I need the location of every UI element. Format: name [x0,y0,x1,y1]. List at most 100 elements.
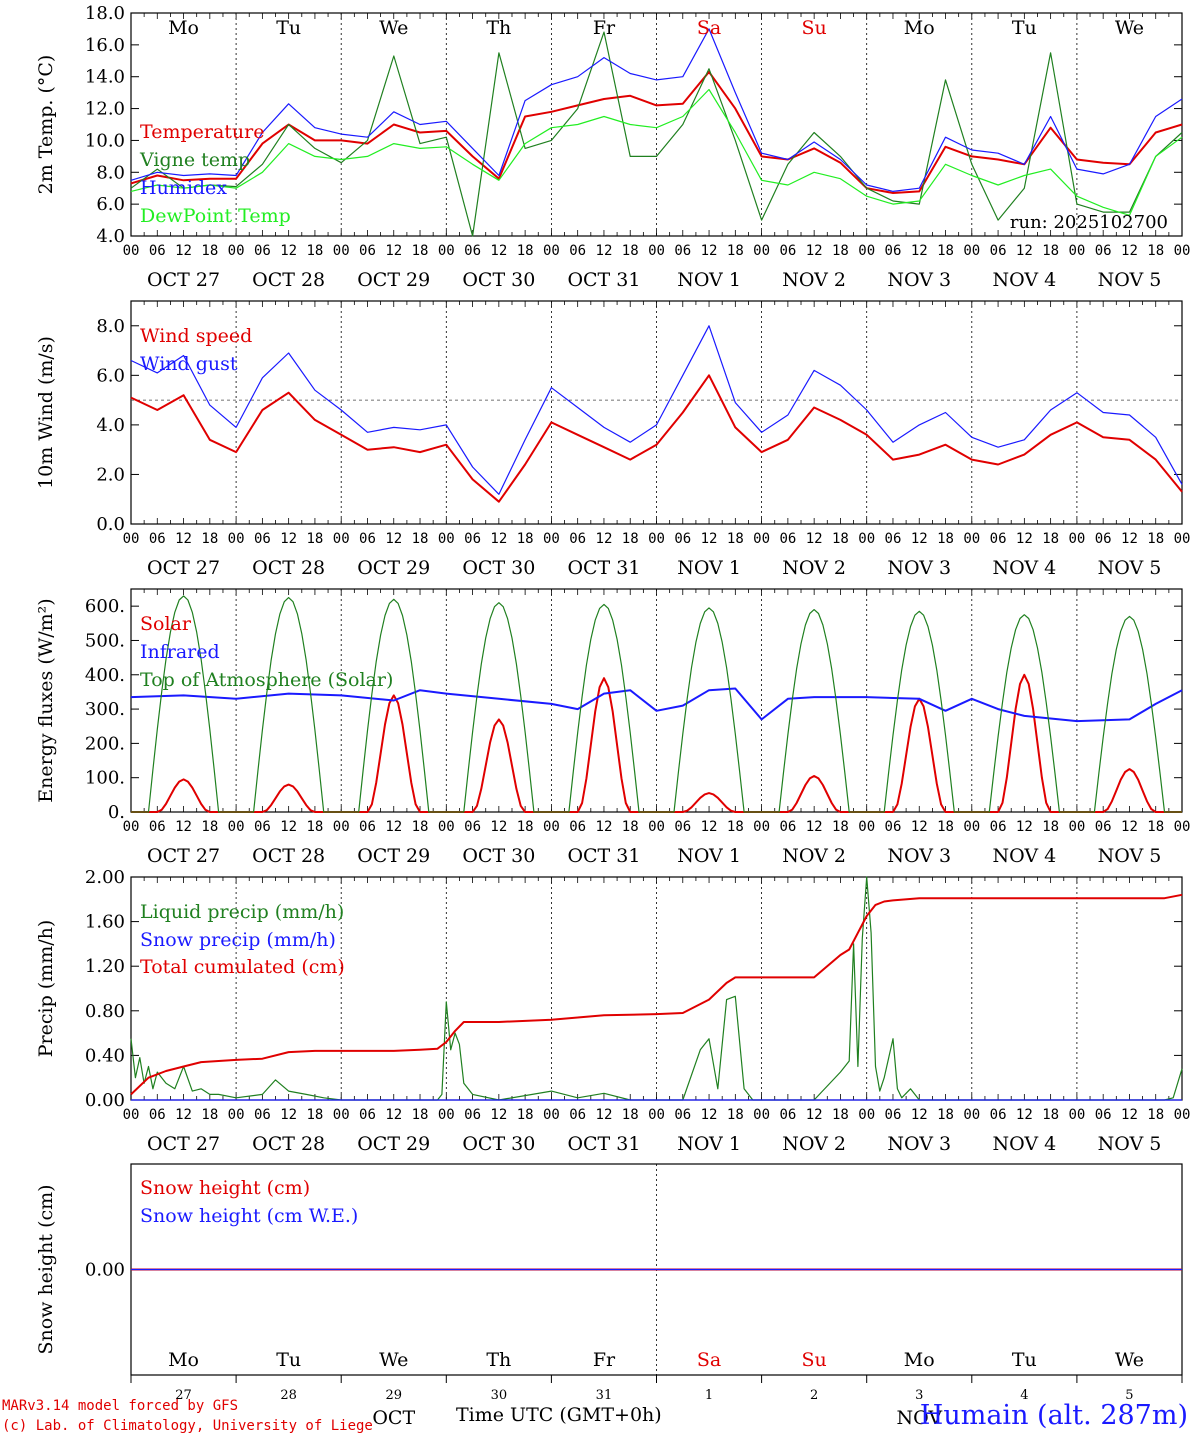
hour-tick-label: 18 [1042,243,1059,259]
date-label: NOV 4 [992,557,1056,579]
date-label: OCT 27 [147,269,220,291]
hour-tick-label: 12 [911,819,928,835]
hour-tick-label: 12 [596,531,613,547]
hour-tick-label: 06 [569,243,586,259]
day-number-label: 5 [1125,1388,1133,1403]
date-label: NOV 2 [782,845,846,867]
date-label: OCT 28 [252,1133,325,1155]
date-label: OCT 30 [462,1133,535,1155]
hour-tick-label: 18 [622,1107,639,1123]
weekday-label: Tu [1012,1349,1037,1371]
hour-tick-label: 06 [885,1107,902,1123]
y-axis-label: Precip (mm/h) [35,920,57,1058]
hour-tick-label: 00 [438,1107,455,1123]
y-tick-label: 500. [85,630,125,651]
hour-tick-label: 18 [937,819,954,835]
date-label: OCT 30 [462,557,535,579]
station-title: Humain (alt. 287m) [919,1400,1188,1431]
hour-tick-label: 06 [149,243,166,259]
hour-tick-label: 12 [490,819,507,835]
hour-tick-label: 12 [806,243,823,259]
hour-tick-label: 00 [1174,243,1191,259]
y-tick-label: 2.0 [96,464,125,485]
hour-tick-label: 00 [1068,243,1085,259]
hour-tick-label: 12 [596,819,613,835]
weekday-label: Tu [276,17,301,39]
hour-tick-label: 00 [753,819,770,835]
weekday-label: Mo [168,1349,199,1371]
hour-tick-label: 00 [1174,819,1191,835]
hour-tick-label: 18 [937,531,954,547]
hour-tick-label: 00 [1068,531,1085,547]
hour-tick-label: 18 [201,531,218,547]
y-tick-label: 400. [85,665,125,686]
hour-tick-label: 00 [123,1107,140,1123]
y-axis-label: 2m Temp. (°C) [35,55,57,195]
hour-tick-label: 18 [727,531,744,547]
day-number-label: 2 [810,1388,818,1403]
hour-tick-label: 00 [228,531,245,547]
hour-tick-label: 00 [228,1107,245,1123]
hour-tick-label: 12 [701,1107,718,1123]
hour-tick-label: 12 [385,243,402,259]
credit-lab: (c) Lab. of Climatology, University of L… [2,1418,373,1434]
y-tick-label: 0.00 [85,1260,125,1281]
hour-tick-label: 06 [674,1107,691,1123]
hour-tick-label: 06 [1095,243,1112,259]
hour-tick-label: 12 [701,531,718,547]
date-label: NOV 4 [992,269,1056,291]
hour-tick-label: 00 [228,819,245,835]
hour-tick-label: 18 [622,819,639,835]
weekday-label: Fr [593,1349,616,1371]
date-label: NOV 1 [677,269,741,291]
hour-tick-label: 18 [412,819,429,835]
weekday-label: Sa [697,17,721,39]
day-number-label: 29 [385,1388,402,1403]
hour-tick-label: 00 [438,243,455,259]
hour-tick-label: 00 [963,1107,980,1123]
hour-tick-label: 06 [1095,819,1112,835]
hour-tick-label: 12 [490,1107,507,1123]
hour-tick-label: 06 [149,819,166,835]
hour-tick-label: 00 [543,1107,560,1123]
hour-tick-label: 18 [1042,819,1059,835]
hour-tick-label: 18 [306,1107,323,1123]
y-tick-label: 100. [85,768,125,789]
y-tick-label: 1.20 [85,956,125,977]
y-tick-label: 4.0 [96,415,125,436]
hour-tick-label: 00 [543,531,560,547]
hour-tick-label: 06 [1095,531,1112,547]
hour-tick-label: 06 [990,819,1007,835]
weekday-label: Sa [697,1349,721,1371]
hour-tick-label: 18 [306,531,323,547]
hour-tick-label: 18 [1147,531,1164,547]
legend-wind-gust: Wind gust [140,353,238,375]
y-tick-label: 200. [85,733,125,754]
legend-solar: Solar [140,613,192,635]
y-tick-label: 8.0 [96,316,125,337]
hour-tick-label: 00 [858,819,875,835]
hour-tick-label: 18 [622,531,639,547]
hour-tick-label: 06 [464,819,481,835]
hour-tick-label: 06 [1095,1107,1112,1123]
legend-snow-height-cm-: Snow height (cm) [140,1177,310,1199]
hour-tick-label: 12 [911,243,928,259]
date-label: OCT 28 [252,557,325,579]
hour-tick-label: 06 [885,531,902,547]
y-axis-label: Energy fluxes (W/m²) [35,598,57,802]
hour-tick-label: 12 [1016,1107,1033,1123]
legend-temperature: Temperature [140,121,264,143]
weekday-label: Th [486,1349,511,1371]
hour-tick-label: 12 [1121,819,1138,835]
hour-tick-label: 12 [175,531,192,547]
y-tick-label: 6.0 [96,365,125,386]
date-label: OCT 30 [462,845,535,867]
hour-tick-label: 12 [596,243,613,259]
date-label: NOV 5 [1098,269,1162,291]
date-label: NOV 4 [992,845,1056,867]
date-label: OCT 29 [357,1133,430,1155]
hour-tick-label: 12 [175,243,192,259]
date-label: OCT 28 [252,845,325,867]
hour-tick-label: 00 [543,243,560,259]
legend-top-of-atmosphere-solar-: Top of Atmosphere (Solar) [140,669,393,691]
